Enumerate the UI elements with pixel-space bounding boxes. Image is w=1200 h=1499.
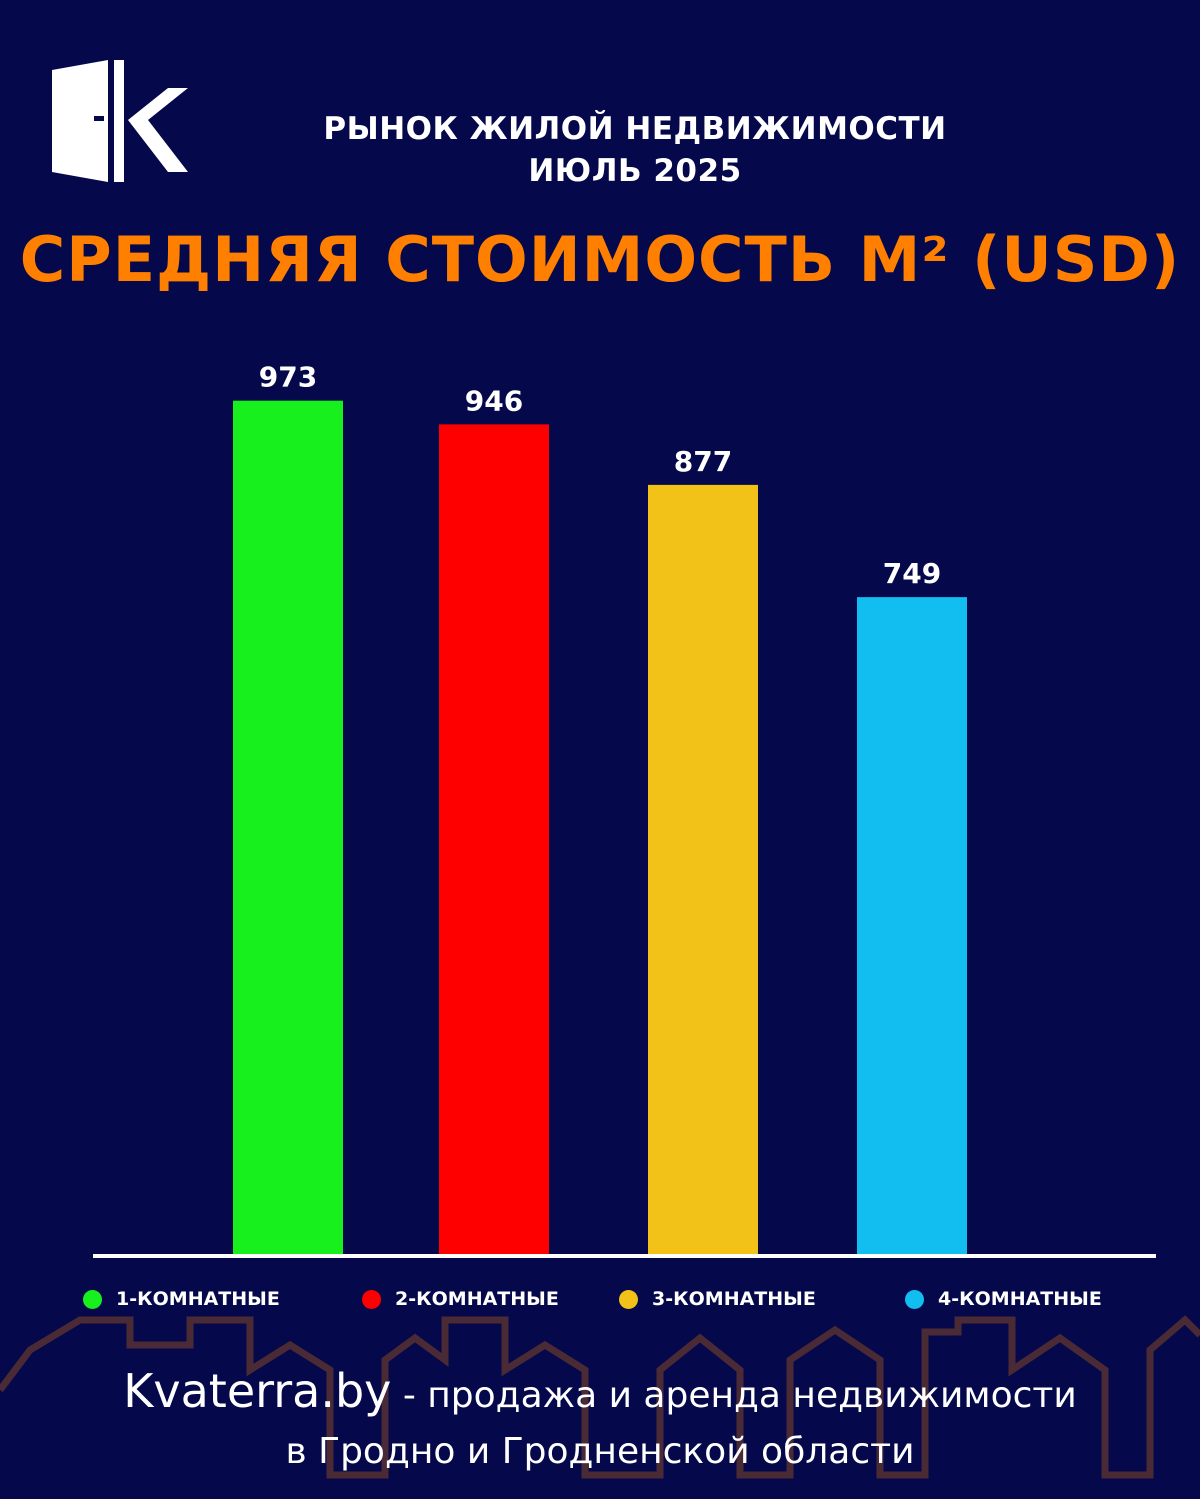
footer-line-2: в Гродно и Гродненской области — [285, 1431, 915, 1472]
chart-title: СРЕДНЯЯ СТОИМОСТЬ М² (USD) — [19, 223, 1181, 296]
legend-item-3: 3-КОМНАТНЫЕ — [619, 1288, 816, 1310]
bars-group: 973 946 877 749 — [233, 361, 967, 1255]
bar-3 — [648, 484, 758, 1255]
legend-label-2: 2-КОМНАТНЫЕ — [395, 1288, 559, 1310]
header-line-2: ИЮЛЬ 2025 — [528, 153, 742, 189]
bar-value-label-4: 749 — [883, 557, 941, 590]
legend-dot-4 — [905, 1289, 924, 1309]
legend-label-1: 1-КОМНАТНЫЕ — [116, 1288, 280, 1310]
site-link[interactable]: Kvaterra.by — [123, 1364, 392, 1418]
legend-label-4: 4-КОМНАТНЫЕ — [938, 1288, 1102, 1310]
legend-dot-3 — [619, 1289, 638, 1309]
footer-tagline: - продажа и аренда недвижимости — [391, 1375, 1077, 1416]
bar-chart: 973 946 877 749 — [93, 361, 1156, 1258]
footer: Kvaterra.by - продажа и аренда недвижимо… — [0, 1362, 1200, 1479]
bar-value-label-1: 973 — [259, 361, 317, 394]
legend-item-2: 2-КОМНАТНЫЕ — [362, 1288, 559, 1310]
legend-item-1: 1-КОМНАТНЫЕ — [83, 1288, 280, 1310]
legend-dot-2 — [362, 1289, 381, 1309]
footer-line-1: Kvaterra.by - продажа и аренда недвижимо… — [0, 1362, 1200, 1425]
bar-value-label-3: 877 — [674, 445, 732, 478]
report-header: РЫНОК ЖИЛОЙ НЕДВИЖИМОСТИ ИЮЛЬ 2025 — [250, 108, 1020, 192]
bar-value-label-2: 946 — [465, 384, 523, 417]
legend-item-4: 4-КОМНАТНЫЕ — [905, 1288, 1102, 1310]
bar-2 — [439, 424, 549, 1254]
door-k-logo-icon — [52, 60, 188, 182]
chart-legend: 1-КОМНАТНЫЕ 2-КОМНАТНЫЕ 3-КОМНАТНЫЕ 4-КО… — [0, 1288, 1200, 1318]
legend-label-3: 3-КОМНАТНЫЕ — [652, 1288, 816, 1310]
header-line-1: РЫНОК ЖИЛОЙ НЕДВИЖИМОСТИ — [323, 111, 947, 147]
bar-1 — [233, 400, 343, 1255]
legend-dot-1 — [83, 1289, 102, 1309]
bar-4 — [857, 597, 967, 1254]
